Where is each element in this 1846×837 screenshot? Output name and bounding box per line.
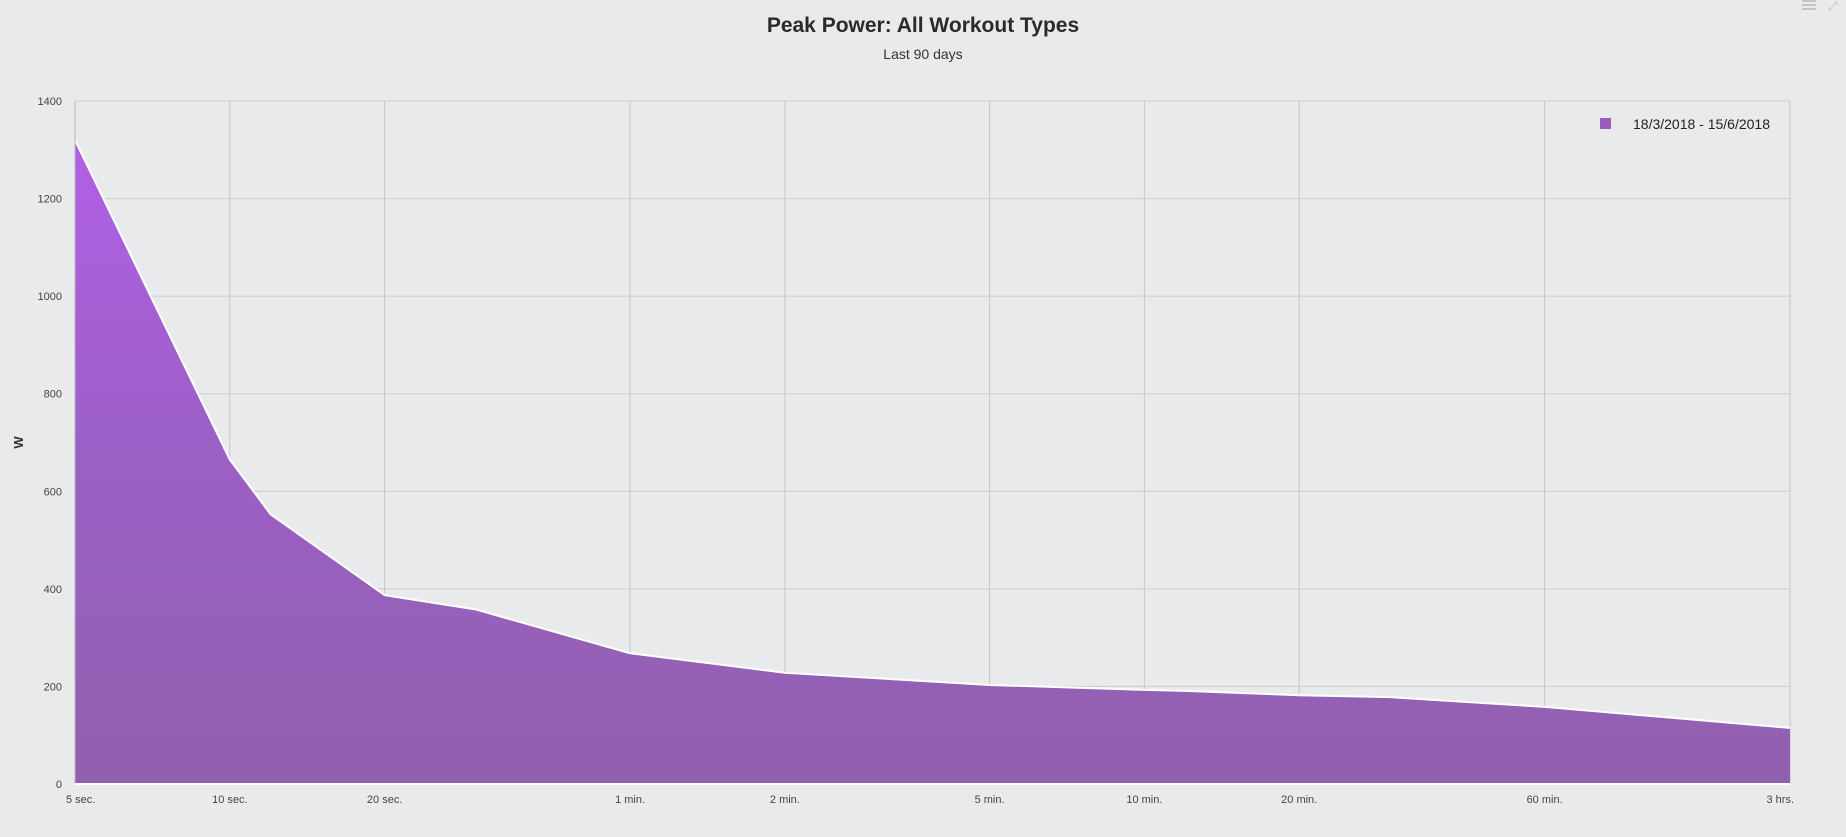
series-area-fill (75, 140, 1790, 784)
data-point[interactable] (268, 511, 274, 517)
legend-swatch[interactable] (1600, 118, 1611, 129)
x-tick-label: 10 sec. (212, 794, 247, 806)
x-tick-label: 60 min. (1527, 794, 1563, 806)
expand-icon[interactable]: ⤢ (1828, 0, 1838, 13)
x-tick-label: 20 min. (1281, 794, 1317, 806)
x-tick-label: 1 min. (615, 794, 645, 806)
series-area (74, 139, 1793, 784)
y-tick-label: 0 (56, 779, 62, 791)
data-point[interactable] (227, 457, 233, 463)
x-tick-label: 5 min. (975, 794, 1005, 806)
y-tick-label: 1000 (38, 291, 62, 303)
x-tick-label: 5 sec. (66, 794, 95, 806)
data-point[interactable] (627, 650, 633, 656)
y-tick-label: 1400 (38, 96, 62, 108)
y-tick-label: 200 (44, 681, 62, 693)
data-point[interactable] (1296, 692, 1302, 698)
y-tick-label: 600 (44, 486, 62, 498)
data-point[interactable] (1542, 704, 1548, 710)
data-point[interactable] (782, 670, 788, 676)
data-point[interactable] (382, 592, 388, 598)
series-line (74, 139, 1791, 729)
y-tick-label: 1200 (38, 194, 62, 206)
legend-label[interactable]: 18/3/2018 - 15/6/2018 (1633, 116, 1770, 132)
x-tick-label: 2 min. (770, 794, 800, 806)
y-tick-label: 400 (44, 584, 62, 596)
data-point[interactable] (472, 606, 478, 612)
y-tick-label: 800 (44, 389, 62, 401)
x-tick-label: 10 min. (1126, 794, 1162, 806)
hamburger-menu-icon[interactable] (1802, 0, 1816, 10)
data-point[interactable] (1182, 688, 1188, 694)
data-point[interactable] (1141, 687, 1147, 693)
axes: 0 200 400 600 800 1000 1200 1400 5 sec. 10 sec. 20… (11, 96, 1794, 806)
data-point[interactable] (1387, 694, 1393, 700)
y-axis-title: W (11, 436, 26, 449)
legend[interactable]: 18/3/2018 - 15/6/2018 (1600, 116, 1770, 132)
data-point[interactable] (987, 682, 993, 688)
chart-subtitle: Last 90 days (883, 46, 963, 62)
x-tick-label: 3 hrs. (1766, 794, 1794, 806)
data-point[interactable] (1787, 725, 1793, 731)
x-tick-label: 20 sec. (367, 794, 402, 806)
chart-title: Peak Power: All Workout Types (766, 14, 1080, 37)
